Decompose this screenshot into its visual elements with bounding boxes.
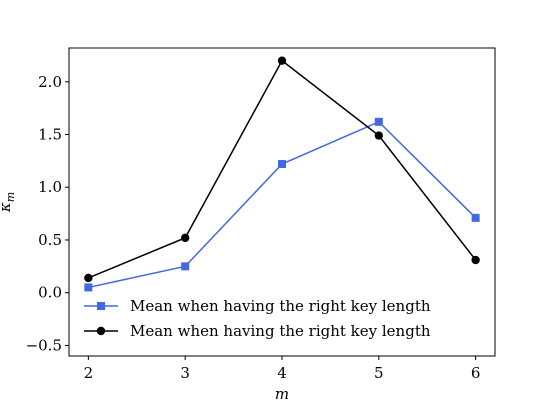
- series-2-point: [180, 233, 190, 243]
- y-tick-label: 1.0: [38, 178, 62, 196]
- y-tick-label: −0.5: [26, 336, 62, 354]
- series-1-point: [374, 117, 383, 126]
- y-axis-ticks: −0.5 0.0 0.5 1.0 1.5 2.0: [26, 73, 69, 354]
- legend-swatch-marker: [97, 302, 105, 310]
- y-axis-label: κm: [0, 192, 17, 213]
- x-axis-label: m: [275, 385, 289, 400]
- series-2-point: [277, 56, 287, 65]
- x-tick-label: 3: [180, 364, 190, 382]
- x-tick-label: 6: [471, 364, 481, 382]
- legend-swatch-marker: [96, 326, 106, 336]
- legend-entry-label: Mean when having the right key length: [130, 322, 431, 340]
- legend-entry-label: Mean when having the right key length: [130, 297, 431, 315]
- series-2-point: [471, 255, 480, 265]
- series-2-point: [374, 131, 384, 140]
- y-axis-label-main: κ: [0, 202, 14, 213]
- y-tick-label: 0.5: [38, 231, 62, 249]
- series-1-point: [84, 283, 93, 292]
- series-2-point: [84, 273, 93, 283]
- y-tick-label: 2.0: [38, 73, 62, 91]
- series-1-point: [181, 262, 190, 271]
- series-2-line: [88, 59, 477, 279]
- legend: Mean when having the right key length Mea…: [84, 297, 431, 340]
- x-tick-label: 4: [277, 364, 287, 382]
- y-tick-label: 1.5: [38, 125, 62, 143]
- series-layer: [84, 56, 480, 292]
- x-tick-label: 2: [84, 364, 94, 382]
- series-1-point: [471, 213, 480, 222]
- series-1-point: [278, 160, 286, 169]
- x-tick-label: 5: [374, 364, 384, 382]
- y-axis-label-subscript: m: [4, 192, 17, 202]
- y-tick-label: 0.0: [38, 284, 62, 302]
- series-1-line: [88, 120, 477, 289]
- x-axis-ticks: 2 3 4 5 6: [84, 356, 481, 382]
